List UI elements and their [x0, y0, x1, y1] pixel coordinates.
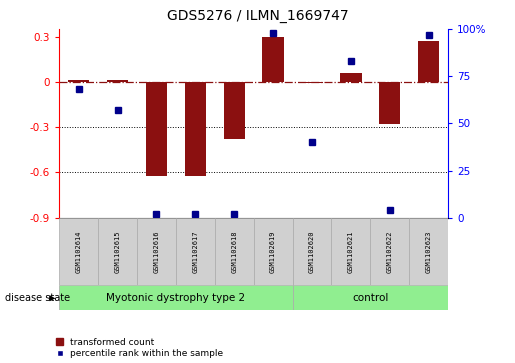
Bar — [215, 218, 253, 285]
Bar — [68, 80, 90, 82]
Bar — [224, 82, 245, 139]
Bar — [107, 80, 128, 82]
Text: GDS5276 / ILMN_1669747: GDS5276 / ILMN_1669747 — [167, 9, 348, 23]
Bar — [340, 73, 362, 82]
Text: GSM1102620: GSM1102620 — [309, 230, 315, 273]
Text: GSM1102615: GSM1102615 — [114, 230, 121, 273]
Text: GSM1102617: GSM1102617 — [192, 230, 198, 273]
Text: Myotonic dystrophy type 2: Myotonic dystrophy type 2 — [106, 293, 246, 303]
Bar — [379, 82, 401, 124]
Bar — [98, 218, 137, 285]
Bar — [253, 218, 293, 285]
Text: GSM1102616: GSM1102616 — [153, 230, 160, 273]
Text: GSM1102622: GSM1102622 — [387, 230, 393, 273]
Bar — [332, 218, 370, 285]
Bar — [176, 218, 215, 285]
Bar — [59, 285, 293, 310]
Bar — [370, 218, 409, 285]
Text: GSM1102619: GSM1102619 — [270, 230, 276, 273]
Bar — [293, 285, 448, 310]
Bar — [146, 82, 167, 176]
Bar — [184, 82, 206, 176]
Bar — [59, 218, 98, 285]
Bar — [293, 218, 332, 285]
Bar — [409, 218, 448, 285]
Legend: transformed count, percentile rank within the sample: transformed count, percentile rank withi… — [56, 338, 224, 359]
Bar — [418, 41, 439, 82]
Text: GSM1102618: GSM1102618 — [231, 230, 237, 273]
Bar — [301, 82, 323, 83]
Bar — [262, 37, 284, 82]
Text: GSM1102621: GSM1102621 — [348, 230, 354, 273]
Text: GSM1102614: GSM1102614 — [76, 230, 82, 273]
Text: disease state: disease state — [5, 293, 70, 303]
Text: GSM1102623: GSM1102623 — [425, 230, 432, 273]
Bar — [137, 218, 176, 285]
Text: control: control — [352, 293, 388, 303]
